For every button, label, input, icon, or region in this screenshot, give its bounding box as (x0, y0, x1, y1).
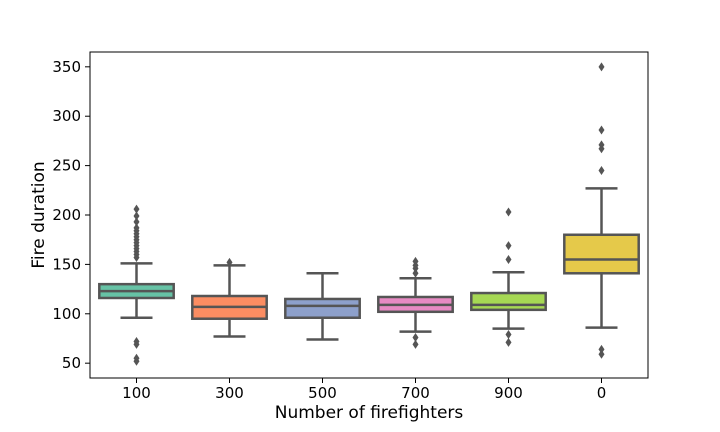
x-tick-label: 0 (597, 384, 607, 402)
box-group-0 (563, 62, 640, 359)
plot-area (89, 51, 649, 379)
x-tick-label: 500 (308, 384, 337, 402)
outlier-point (412, 339, 419, 349)
outlier-point (412, 256, 419, 266)
box-group-300 (191, 257, 268, 338)
y-tick-label: 200 (52, 206, 81, 224)
y-tick-label: 250 (52, 157, 81, 175)
x-tick-label: 900 (494, 384, 523, 402)
outlier-point (505, 330, 512, 340)
outlier-point (598, 62, 605, 72)
outlier-point (412, 332, 419, 342)
y-tick-label: 300 (52, 107, 81, 125)
box (284, 297, 361, 319)
outlier-point (598, 140, 605, 150)
outlier-point (133, 211, 140, 221)
outlier-point (505, 254, 512, 264)
box-group-500 (284, 272, 361, 341)
box-group-100 (98, 204, 175, 366)
outlier-point (598, 349, 605, 359)
box-group-700 (377, 256, 454, 349)
outlier-point (598, 166, 605, 176)
y-tick-label: 50 (62, 354, 81, 372)
boxes-layer (98, 62, 640, 366)
outlier-point (133, 353, 140, 363)
x-tick-label: 300 (215, 384, 244, 402)
outlier-point (133, 217, 140, 227)
outlier-point (505, 241, 512, 251)
box (470, 291, 547, 312)
y-tick-label: 150 (52, 255, 81, 273)
x-tick-label: 700 (401, 384, 430, 402)
y-tick-label: 350 (52, 58, 81, 76)
outlier-point (226, 257, 233, 267)
y-tick-label: 100 (52, 305, 81, 323)
outlier-point (133, 223, 140, 233)
outlier-point (505, 337, 512, 347)
x-axis-label: Number of firefighters (275, 403, 464, 423)
x-tick-label: 100 (122, 384, 151, 402)
outlier-point (412, 268, 419, 278)
y-axis: 50 100 150 200 250 300 350 (52, 58, 90, 372)
outlier-point (598, 125, 605, 135)
outlier-point (505, 207, 512, 217)
x-axis: 100 300 500 700 900 0 (122, 378, 606, 402)
box (563, 233, 640, 275)
y-axis-label: Fire duration (29, 161, 49, 268)
outlier-point (133, 336, 140, 346)
outlier-point (598, 344, 605, 354)
outlier-point (133, 204, 140, 214)
box-group-900 (470, 207, 547, 347)
